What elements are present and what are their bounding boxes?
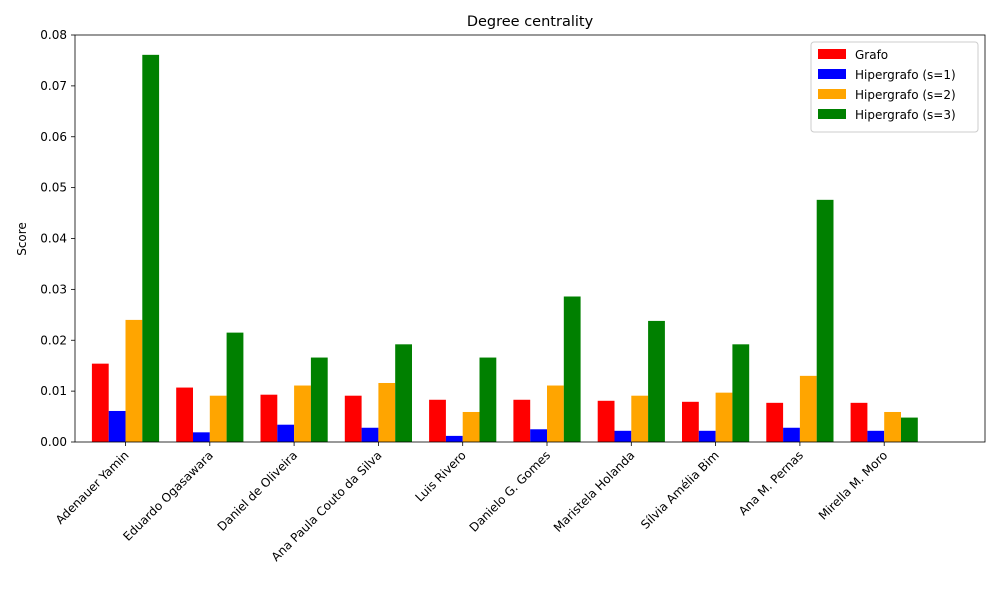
legend-swatch-3 — [818, 89, 846, 99]
bar-4-2 — [226, 332, 244, 442]
bar-2-9 — [783, 427, 800, 442]
x-tick-label-10: Mirella M. Moro — [816, 448, 890, 522]
x-tick-label-8: Sílvia Amélia Bim — [638, 448, 722, 532]
bar-2-8 — [698, 430, 716, 442]
y-tick-label-5: 0.05 — [40, 181, 67, 195]
bar-1-7 — [597, 400, 615, 442]
bar-2-10 — [867, 430, 885, 442]
bar-3-1 — [125, 319, 143, 442]
y-tick-label-3: 0.03 — [40, 282, 67, 296]
bar-4-7 — [648, 320, 665, 442]
bar-4-6 — [563, 296, 581, 442]
bar-4-5 — [479, 357, 497, 442]
x-tick-label-2: Eduardo Ogasawara — [120, 448, 216, 544]
legend-swatch-2 — [818, 69, 846, 79]
y-tick-label-1: 0.01 — [40, 384, 67, 398]
bar-3-3 — [294, 385, 311, 442]
y-tick-label-0: 0.00 — [40, 435, 67, 449]
legend-swatch-1 — [818, 49, 846, 59]
bar-3-10 — [884, 411, 901, 442]
legend-label-4: Hipergrafo (s=3) — [855, 108, 956, 122]
bar-4-1 — [142, 54, 160, 443]
bar-2-2 — [193, 432, 210, 442]
bar-1-4 — [344, 395, 362, 442]
x-tick-label-1: Adenauer Yamin — [53, 448, 132, 527]
legend-label-2: Hipergrafo (s=1) — [855, 68, 956, 82]
bar-3-5 — [462, 411, 480, 442]
y-tick-label-8: 0.08 — [40, 28, 67, 42]
bar-3-7 — [631, 395, 649, 442]
y-tick-label-2: 0.02 — [40, 333, 67, 347]
bar-1-8 — [682, 401, 699, 442]
bar-4-9 — [816, 199, 834, 442]
bar-2-3 — [277, 424, 295, 442]
legend-label-1: Grafo — [855, 48, 888, 62]
bar-1-1 — [91, 363, 109, 442]
x-tick-label-6: Danielo G. Gomes — [467, 448, 553, 534]
bar-3-6 — [547, 385, 564, 442]
y-axis-label: Score — [15, 222, 29, 256]
x-tick-label-3: Daniel de Oliveira — [215, 448, 301, 534]
bar-3-8 — [715, 392, 733, 442]
bar-1-9 — [766, 402, 784, 442]
bar-2-6 — [530, 429, 547, 442]
x-tick-label-9: Ana M. Pernas — [736, 448, 806, 518]
bar-4-10 — [901, 417, 918, 442]
bar-4-8 — [732, 344, 750, 442]
bar-3-2 — [209, 395, 227, 442]
y-tick-label-6: 0.06 — [40, 130, 67, 144]
bar-2-7 — [614, 430, 632, 442]
bar-2-4 — [361, 427, 379, 442]
legend-label-3: Hipergrafo (s=2) — [855, 88, 956, 102]
bar-1-10 — [850, 402, 868, 442]
bar-1-3 — [260, 394, 278, 442]
bar-2-1 — [108, 410, 126, 442]
bar-3-4 — [378, 382, 396, 442]
bar-4-4 — [395, 344, 412, 442]
bar-4-3 — [310, 357, 328, 442]
bar-1-5 — [429, 399, 446, 442]
legend-frame — [810, 41, 979, 133]
bar-1-2 — [176, 387, 193, 442]
bar-2-5 — [445, 435, 463, 442]
x-tick-label-5: Luis Rivero — [412, 448, 468, 504]
x-tick-label-7: Maristela Holanda — [551, 448, 638, 535]
legend-swatch-4 — [818, 109, 846, 119]
y-tick-label-7: 0.07 — [40, 79, 67, 93]
chart-title: Degree centrality — [467, 14, 594, 30]
bar-3-9 — [799, 375, 817, 442]
bar-1-6 — [513, 399, 531, 442]
y-tick-label-4: 0.04 — [40, 232, 67, 246]
legend: Grafo Hipergrafo (s=1) Hipergrafo (s=2) Hip… — [810, 41, 979, 133]
